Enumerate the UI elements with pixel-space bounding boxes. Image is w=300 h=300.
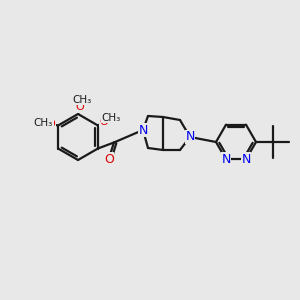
Text: CH₃: CH₃ [101, 113, 120, 123]
Text: O: O [46, 119, 56, 129]
Text: N: N [241, 153, 251, 166]
Text: N: N [221, 153, 231, 166]
Text: O: O [100, 117, 109, 127]
Text: O: O [76, 102, 84, 112]
Text: CH₃: CH₃ [34, 118, 53, 128]
Text: O: O [104, 153, 114, 166]
Text: N: N [138, 124, 148, 136]
Text: N: N [185, 130, 195, 143]
Text: CH₃: CH₃ [73, 94, 92, 105]
